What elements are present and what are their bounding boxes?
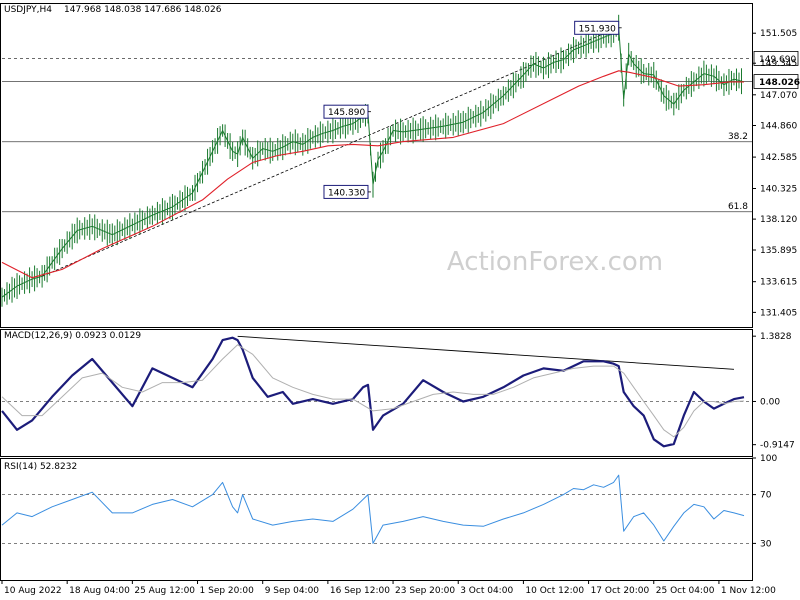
fib-label-38.2: 38.2 bbox=[728, 132, 748, 142]
annotation-label-0: 151.930 bbox=[579, 24, 616, 34]
x-axis-label-11: 1 Nov 12:00 bbox=[721, 586, 776, 596]
rsi-series-line bbox=[1, 474, 745, 544]
x-axis-label-7: 3 Oct 04:00 bbox=[460, 586, 513, 596]
y-axis-label-0-0: 151.505 bbox=[760, 29, 797, 39]
y-axis-label-1-0: 1.3828 bbox=[760, 332, 792, 342]
y-axis-label-0-5: 140.325 bbox=[760, 184, 797, 194]
level-tag-1: 148.026 bbox=[759, 78, 800, 88]
price-bars bbox=[1, 14, 742, 307]
y-axis-label-0-8: 133.615 bbox=[760, 278, 797, 288]
x-axis-label-5: 16 Sep 12:00 bbox=[330, 586, 390, 596]
macd-series-line bbox=[1, 336, 745, 448]
y-axis-label-0-6: 138.120 bbox=[760, 215, 797, 225]
x-axis-label-4: 9 Sep 04:00 bbox=[265, 586, 320, 596]
level-tag-box-1 bbox=[753, 74, 799, 89]
y-axis-label-0-4: 142.585 bbox=[760, 153, 797, 163]
x-axis-label-10: 25 Oct 04:00 bbox=[656, 586, 715, 596]
y-axis-label-0-9: 131.405 bbox=[760, 308, 797, 318]
trendline-1 bbox=[237, 335, 735, 370]
macd-header: MACD(12,26,9) 0.0923 0.0129 bbox=[4, 331, 141, 341]
y-axis-label-2-2: 30 bbox=[760, 539, 772, 549]
fib-label-61.8: 61.8 bbox=[728, 202, 748, 212]
x-axis-label-8: 10 Oct 12:00 bbox=[525, 586, 584, 596]
y-axis-label-1-1: 0.00 bbox=[760, 397, 780, 407]
y-axis-label-2-1: 70 bbox=[760, 491, 772, 501]
x-axis-label-0: 10 Aug 2022 bbox=[4, 586, 62, 596]
panel-frame-2 bbox=[0, 458, 753, 581]
y-axis-label-0-1: 149.345 bbox=[760, 59, 797, 69]
watermark: ActionForex.com bbox=[447, 247, 663, 277]
y-axis-label-2-0: 100 bbox=[760, 454, 777, 464]
x-axis-label-1: 18 Aug 04:00 bbox=[69, 586, 130, 596]
macd-panel bbox=[1, 335, 752, 448]
signal-series-line bbox=[1, 344, 745, 438]
rsi-header: RSI(14) 52.8232 bbox=[4, 462, 77, 472]
panel-frames bbox=[0, 3, 753, 581]
level-tag-0: 149.690 bbox=[759, 55, 796, 65]
annotation-label-2: 140.330 bbox=[328, 188, 365, 198]
y-axis-label-1-2: -0.9147 bbox=[760, 441, 795, 451]
y-axis-label-0-3: 144.860 bbox=[760, 122, 797, 132]
level-tag-box-0 bbox=[753, 51, 799, 66]
x-axis-labels: 10 Aug 2022 18 Aug 04:00 25 Aug 12:00 1 Sep… bbox=[1, 580, 776, 596]
price-header-ohlc: 147.968 148.038 147.686 148.026 bbox=[64, 5, 222, 15]
x-axis-label-3: 1 Sep 20:00 bbox=[200, 586, 255, 596]
y-axis-labels: 151.505 149.345 147.070 144.860 142.585 140.3… bbox=[752, 29, 797, 549]
annotation-label-1: 145.890 bbox=[328, 108, 365, 118]
price-header-symbol: USDJPY,H4 bbox=[4, 5, 52, 15]
price-panel: 149.690 148.026 38.2 61.8 151.930 145.890 140.… bbox=[1, 14, 800, 307]
panel-frame-0 bbox=[0, 3, 753, 328]
ma-series-line bbox=[1, 70, 744, 279]
rsi-panel bbox=[1, 474, 752, 544]
y-axis-label-0-7: 135.895 bbox=[760, 246, 797, 256]
panel-frame-1 bbox=[0, 329, 753, 457]
x-axis-label-9: 17 Oct 20:00 bbox=[591, 586, 650, 596]
x-axis-label-2: 25 Aug 12:00 bbox=[134, 586, 195, 596]
x-axis-label-6: 23 Sep 20:00 bbox=[395, 586, 455, 596]
y-axis-label-0-2: 147.070 bbox=[760, 91, 797, 101]
